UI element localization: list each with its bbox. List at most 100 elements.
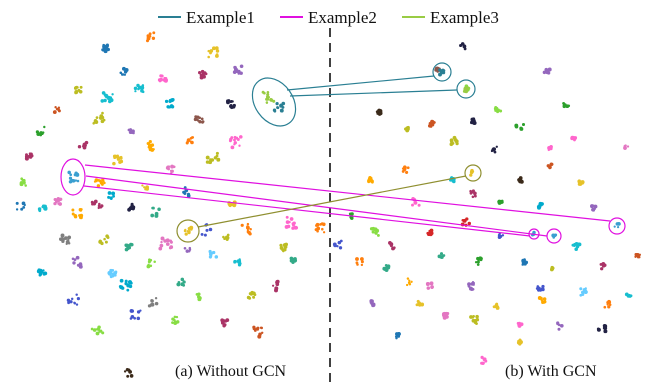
scatter-point xyxy=(149,303,154,307)
scatter-point xyxy=(291,260,295,265)
scatter-point xyxy=(449,142,454,147)
scatter-point xyxy=(572,243,576,248)
scatter-point xyxy=(603,329,608,334)
scatter-point xyxy=(467,284,471,288)
scatter-point xyxy=(550,146,553,149)
scatter-point xyxy=(103,237,106,241)
scatter-point xyxy=(103,47,108,52)
scatter-point xyxy=(355,257,359,261)
scatter-point xyxy=(96,184,101,188)
scatter-point xyxy=(275,279,280,284)
scatter-point xyxy=(114,274,117,277)
scatter-point xyxy=(545,70,549,75)
scatter-point xyxy=(105,43,109,47)
scatter-point xyxy=(76,263,80,267)
scatter-point xyxy=(440,68,445,73)
scatter-point xyxy=(415,303,419,307)
scatter-point xyxy=(93,120,98,124)
scatter-point xyxy=(600,267,604,271)
scatter-point xyxy=(293,225,298,230)
scatter-point xyxy=(98,179,102,183)
scatter-point xyxy=(285,220,290,224)
scatter-point xyxy=(173,315,177,319)
scatter-point xyxy=(584,287,587,290)
scatter-point xyxy=(180,277,185,282)
scatter-point xyxy=(73,173,77,177)
scatter-point xyxy=(271,284,275,287)
scatter-point xyxy=(143,186,146,189)
scatter-point xyxy=(154,301,159,306)
scatter-point xyxy=(238,144,241,147)
scatter-point xyxy=(577,242,581,247)
scatter-point xyxy=(141,85,144,89)
scatter-point xyxy=(623,146,627,150)
scatter-point xyxy=(54,198,58,201)
scatter-point xyxy=(73,301,76,304)
scatter-point xyxy=(21,201,26,206)
scatter-point xyxy=(626,145,630,148)
scatter-point xyxy=(521,122,526,127)
scatter-point xyxy=(207,55,210,59)
scatter-point xyxy=(76,179,80,183)
scatter-point xyxy=(410,280,413,283)
scatter-point xyxy=(288,220,291,224)
scatter-point xyxy=(112,161,116,166)
scatter-point xyxy=(208,227,213,232)
scatter-point xyxy=(376,233,380,237)
scatter-point xyxy=(186,229,190,233)
scatter-point xyxy=(370,179,374,183)
scatter-point xyxy=(263,91,266,95)
scatter-point xyxy=(30,155,34,158)
scatter-point xyxy=(15,201,19,205)
scatter-point xyxy=(170,245,173,248)
scatter-point xyxy=(59,237,62,241)
scatter-point xyxy=(215,49,220,53)
scatter-point xyxy=(127,128,131,132)
scatter-point xyxy=(124,247,129,252)
scatter-point xyxy=(214,46,219,50)
left-panel-caption: (a) Without GCN xyxy=(175,363,286,380)
scatter-point xyxy=(416,299,420,303)
scatter-point xyxy=(579,287,583,291)
scatter-point xyxy=(339,239,343,243)
scatter-point xyxy=(172,318,176,321)
scatter-point xyxy=(603,305,607,309)
scatter-point xyxy=(68,176,73,180)
scatter-point xyxy=(252,295,256,299)
scatter-point xyxy=(518,342,522,346)
scatter-point xyxy=(119,71,123,75)
scatter-point xyxy=(40,270,44,274)
scatter-point xyxy=(126,288,130,292)
scatter-point xyxy=(275,101,279,106)
scatter-point xyxy=(151,206,155,210)
scatter-point xyxy=(98,202,101,206)
scatter-point xyxy=(469,173,473,177)
scatter-point xyxy=(360,257,364,261)
scatter-point xyxy=(98,239,102,243)
scatter-point xyxy=(518,176,523,180)
scatter-point xyxy=(406,125,410,130)
scatter-point xyxy=(97,325,101,329)
scatter-point xyxy=(538,201,543,206)
scatter-point xyxy=(185,141,189,145)
scatter-point xyxy=(183,191,187,195)
example2-annotation xyxy=(60,158,626,244)
scatter-point xyxy=(469,191,473,195)
scatter-point xyxy=(471,189,475,193)
scatter-point xyxy=(233,259,237,264)
scatter-point xyxy=(82,145,87,150)
scatter-point xyxy=(420,302,425,307)
scatter-point xyxy=(80,208,83,211)
scatter-clusters xyxy=(15,31,642,378)
scatter-point xyxy=(230,145,235,150)
scatter-point xyxy=(79,85,83,89)
scatter-point xyxy=(121,286,125,290)
scatter-point xyxy=(114,270,118,274)
scatter-point xyxy=(570,135,575,140)
example1-link-top xyxy=(286,75,435,91)
scatter-point xyxy=(493,150,497,154)
scatter-point xyxy=(467,282,471,287)
legend-item-example3: Example3 xyxy=(402,8,499,27)
scatter-point xyxy=(408,282,412,286)
scatter-point xyxy=(471,170,475,173)
